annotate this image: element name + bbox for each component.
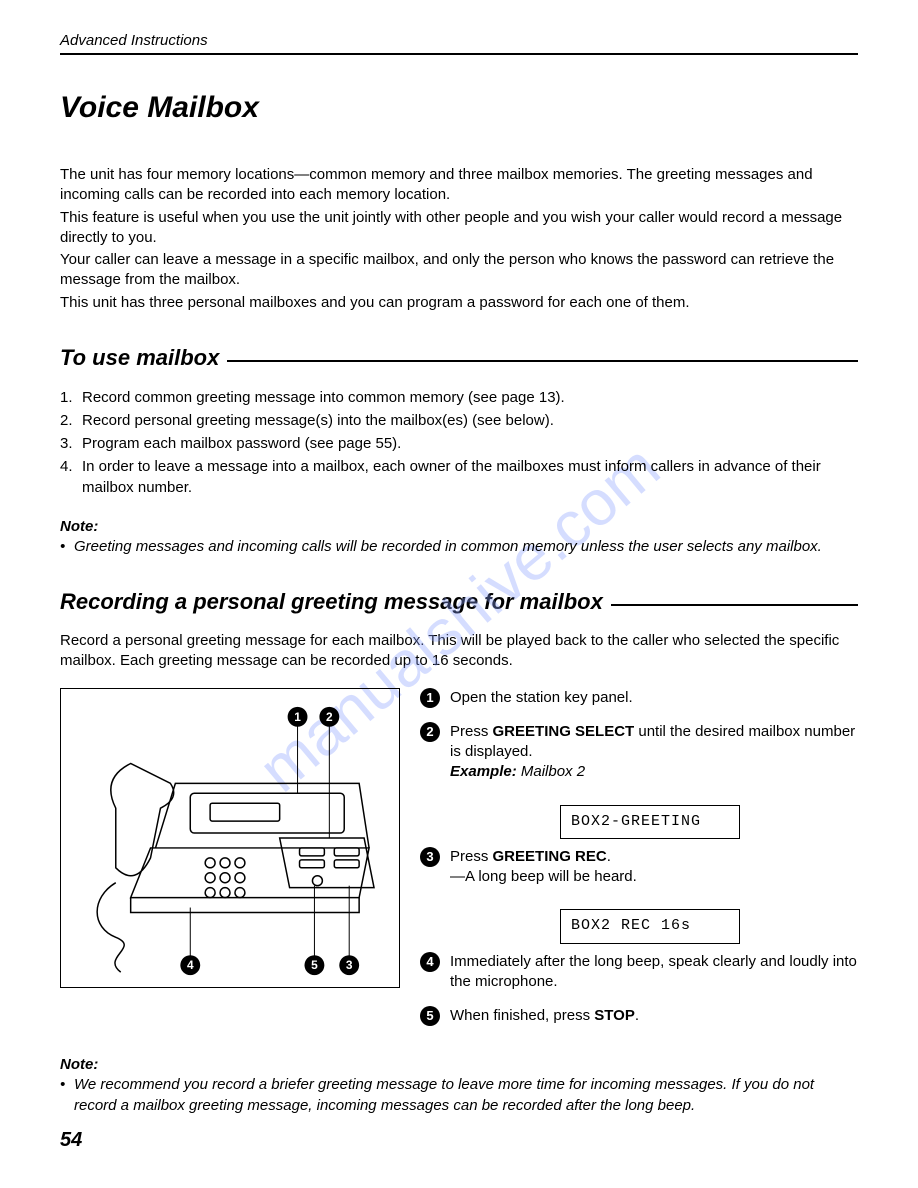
step-pre: Press [450, 723, 493, 740]
step-bold: STOP [594, 1007, 635, 1024]
intro-para: This unit has three personal mailboxes a… [60, 293, 858, 313]
heading-text: Recording a personal greeting message fo… [60, 589, 603, 615]
note-label: Note: [60, 518, 858, 535]
intro-para: This feature is useful when you use the … [60, 208, 858, 249]
step-bold: GREETING SELECT [493, 723, 635, 740]
page-header: Advanced Instructions [60, 32, 858, 55]
svg-text:5: 5 [311, 958, 318, 972]
step-badge: 5 [420, 1006, 440, 1026]
step-post: . [607, 848, 611, 865]
heading-text: To use mailbox [60, 345, 219, 371]
list-item: In order to leave a message into a mailb… [60, 456, 858, 498]
intro-para: The unit has four memory locations—commo… [60, 165, 858, 206]
note-label: Note: [60, 1056, 858, 1073]
step-badge: 1 [420, 688, 440, 708]
recording-note: Note: We recommend you record a briefer … [60, 1056, 858, 1116]
instruction-item: 5 When finished, press STOP. [420, 1006, 858, 1026]
list-item: Record common greeting message into comm… [60, 387, 858, 408]
example-label: Example: [450, 763, 517, 780]
example-value: Mailbox 2 [517, 763, 585, 780]
fax-diagram: 1 2 3 4 5 [60, 688, 400, 988]
step-badge: 2 [420, 722, 440, 742]
step-text: Immediately after the long beep, speak c… [450, 952, 858, 993]
instruction-item: 2 Press GREETING SELECT until the desire… [420, 722, 858, 783]
step-text: Open the station key panel. [450, 688, 858, 708]
step-sub: —A long beep will be heard. [450, 868, 637, 885]
step-text: Press GREETING REC. —A long beep will be… [450, 847, 858, 888]
intro-block: The unit has four memory locations—commo… [60, 165, 858, 313]
recording-row: 1 2 3 4 5 1 Open the station key panel. … [60, 688, 858, 1041]
instruction-item: 4 Immediately after the long beep, speak… [420, 952, 858, 993]
step-post: . [635, 1007, 639, 1024]
instruction-item: 1 Open the station key panel. [420, 688, 858, 708]
instruction-item: 3 Press GREETING REC. —A long beep will … [420, 847, 858, 888]
step-text: When finished, press STOP. [450, 1006, 858, 1026]
fax-svg: 1 2 3 4 5 [61, 689, 399, 987]
lcd-display: BOX2-GREETING [560, 805, 740, 839]
use-mailbox-list: Record common greeting message into comm… [60, 387, 858, 498]
recording-intro: Record a personal greeting message for e… [60, 631, 858, 672]
page-number: 54 [60, 1129, 82, 1152]
instruction-list: 1 Open the station key panel. 2 Press GR… [420, 688, 858, 1041]
note-block: Note: Greeting messages and incoming cal… [60, 518, 858, 557]
step-pre: Press [450, 848, 493, 865]
list-item: Program each mailbox password (see page … [60, 433, 858, 454]
svg-text:2: 2 [326, 709, 333, 723]
lcd-display: BOX2 REC 16s [560, 909, 740, 943]
note-body: We recommend you record a briefer greeti… [60, 1075, 858, 1116]
recording-heading: Recording a personal greeting message fo… [60, 589, 858, 615]
step-badge: 3 [420, 847, 440, 867]
heading-rule [227, 360, 858, 362]
list-item: Record personal greeting message(s) into… [60, 410, 858, 431]
step-bold: GREETING REC [493, 848, 607, 865]
svg-text:3: 3 [346, 958, 353, 972]
intro-para: Your caller can leave a message in a spe… [60, 250, 858, 291]
svg-text:1: 1 [294, 709, 301, 723]
note-body: Greeting messages and incoming calls wil… [60, 537, 858, 557]
heading-rule [611, 604, 858, 606]
step-text: Press GREETING SELECT until the desired … [450, 722, 858, 783]
step-pre: When finished, press [450, 1007, 594, 1024]
svg-text:4: 4 [187, 958, 194, 972]
page-title: Voice Mailbox [60, 91, 858, 125]
step-badge: 4 [420, 952, 440, 972]
use-mailbox-heading: To use mailbox [60, 345, 858, 371]
